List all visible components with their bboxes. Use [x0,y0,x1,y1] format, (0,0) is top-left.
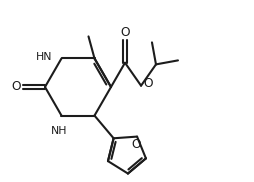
Text: HN: HN [36,52,53,62]
Text: O: O [143,77,153,90]
Text: O: O [11,80,21,94]
Text: O: O [120,26,130,39]
Text: O: O [131,138,141,151]
Text: NH: NH [51,126,68,136]
